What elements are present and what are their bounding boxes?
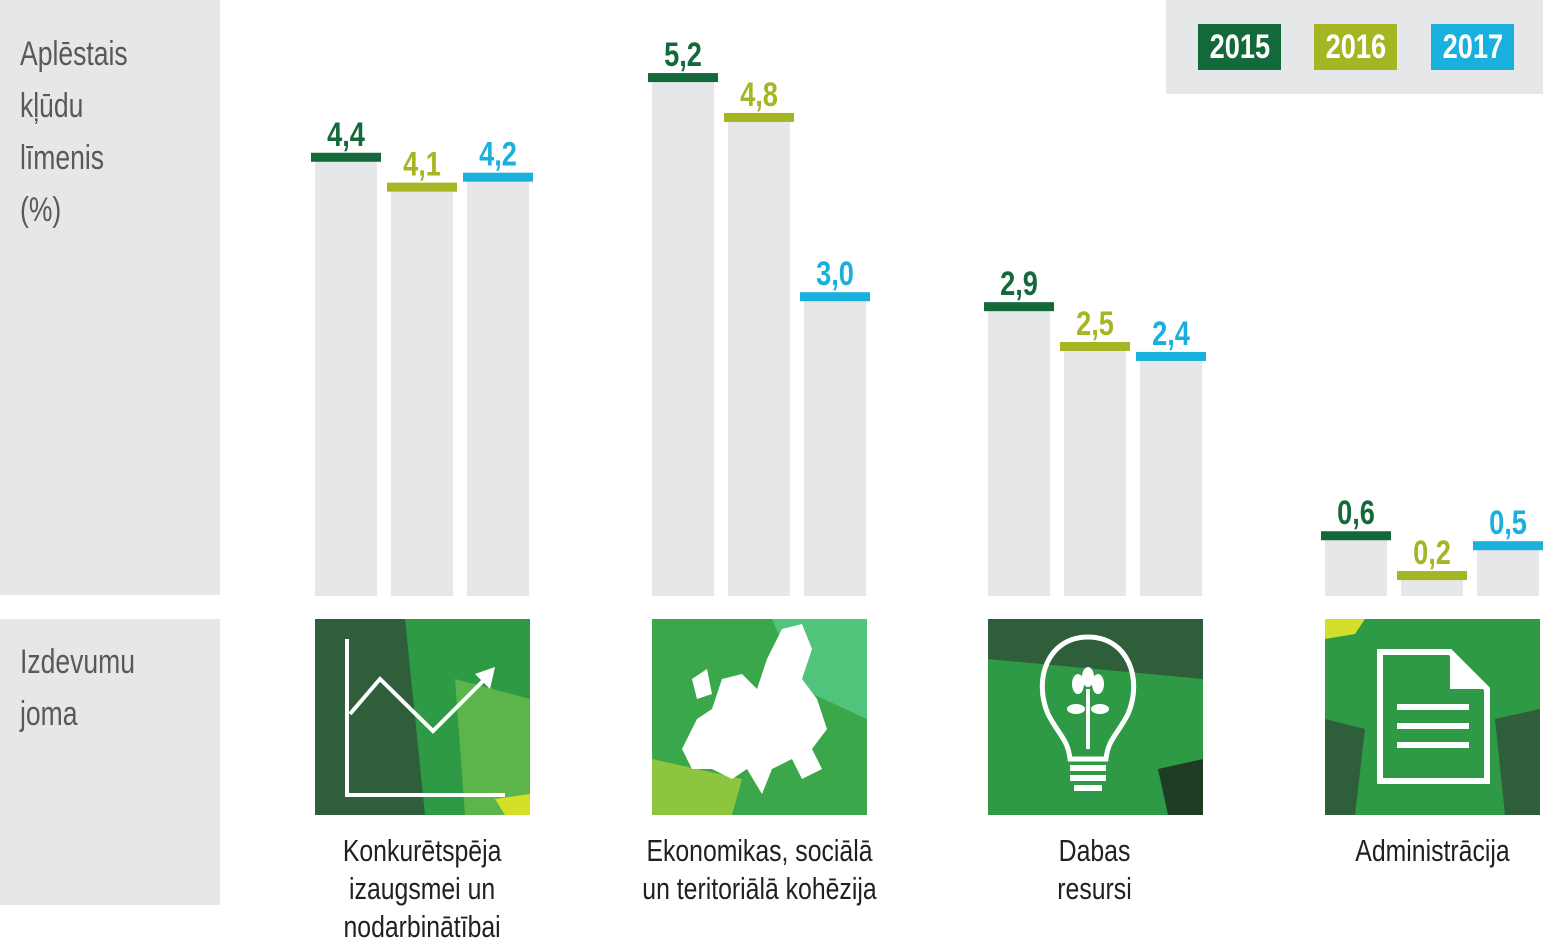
bar-2016-2	[728, 117, 790, 597]
category-axis-panel	[0, 619, 220, 905]
bar-cap-2016-1	[387, 182, 457, 192]
growth-chart-icon	[315, 619, 530, 815]
legend: 2015 2016 2017	[1166, 0, 1543, 94]
bar-cap-2016-4	[1397, 571, 1467, 581]
category-label-text: Administrācija	[1354, 833, 1510, 868]
data-label: 4,2	[479, 135, 517, 174]
bar-2015-2	[652, 78, 714, 596]
bar-2015-4	[1325, 536, 1387, 596]
category-tile-1	[315, 619, 530, 815]
data-label: 4,1	[403, 145, 441, 184]
data-label: 2,5	[1076, 304, 1114, 343]
data-label: 4,4	[327, 115, 365, 154]
bar-2017-1	[467, 177, 529, 596]
legend-2016: 2016	[1314, 24, 1397, 70]
document-icon	[1325, 619, 1540, 815]
bar-cap-2015-3	[984, 302, 1054, 312]
data-label: 0,5	[1489, 503, 1527, 542]
legend-2017: 2017	[1431, 24, 1514, 70]
data-label: 5,2	[664, 35, 702, 74]
bar-cap-2015-2	[648, 73, 718, 83]
category-label-2: Ekonomikas, sociālā un teritoriālā kohēz…	[609, 832, 909, 908]
data-label: 0,2	[1413, 533, 1451, 572]
category-tile-2	[652, 619, 867, 815]
data-label: 2,9	[1000, 264, 1038, 303]
y-axis-panel	[0, 0, 220, 595]
bar-cap-2017-4	[1473, 541, 1543, 551]
bar-cap-2016-2	[724, 112, 794, 122]
legend-2015: 2015	[1198, 24, 1281, 70]
category-tile-3	[988, 619, 1203, 815]
x-axis-label: Izdevumu joma	[20, 643, 135, 733]
bar-chart: 4,4 5,2 2,9 0,6 4,1 4,8 2,5 0,2 4,2 3,0 2,4 0,5	[311, 35, 1543, 597]
bar-2015-1	[315, 157, 377, 596]
bar-cap-2017-3	[1136, 351, 1206, 361]
category-label-1: Konkurētspēja izaugsmei un nodarbinātība…	[272, 832, 572, 946]
category-label-text: Konkurētspēja izaugsmei un nodarbinātība…	[342, 833, 502, 944]
category-tile-4	[1325, 619, 1540, 815]
lightbulb-plant-icon	[988, 619, 1203, 815]
bar-2017-2	[804, 297, 866, 596]
category-label-3: Dabas resursi	[945, 832, 1245, 908]
bar-cap-2017-1	[463, 172, 533, 182]
data-label: 3,0	[816, 254, 854, 293]
legend-label: 2017	[1442, 28, 1503, 66]
category-label-4: Administrācija	[1282, 832, 1562, 870]
bar-2016-1	[391, 187, 453, 596]
legend-label: 2016	[1325, 28, 1386, 66]
bar-cap-2015-4	[1321, 531, 1391, 541]
bar-cap-2016-3	[1060, 342, 1130, 351]
eu-map-icon	[652, 619, 867, 815]
data-label: 4,8	[740, 75, 778, 114]
category-label-text: Dabas resursi	[1057, 833, 1133, 906]
y-axis-label: Aplēstais kļūdu līmenis (%)	[20, 35, 128, 229]
bar-2016-4	[1401, 576, 1463, 596]
legend-label: 2015	[1209, 28, 1270, 66]
bar-2017-4	[1477, 546, 1539, 596]
bar-cap-2017-2	[800, 292, 870, 302]
bar-2017-3	[1140, 356, 1202, 596]
bar-cap-2015-1	[311, 152, 381, 162]
bar-2015-3	[988, 307, 1050, 596]
category-label-text: Ekonomikas, sociālā un teritoriālā kohēz…	[641, 833, 877, 906]
data-label: 0,6	[1337, 493, 1375, 532]
data-label: 2,4	[1152, 314, 1190, 353]
bar-2016-3	[1064, 347, 1126, 596]
